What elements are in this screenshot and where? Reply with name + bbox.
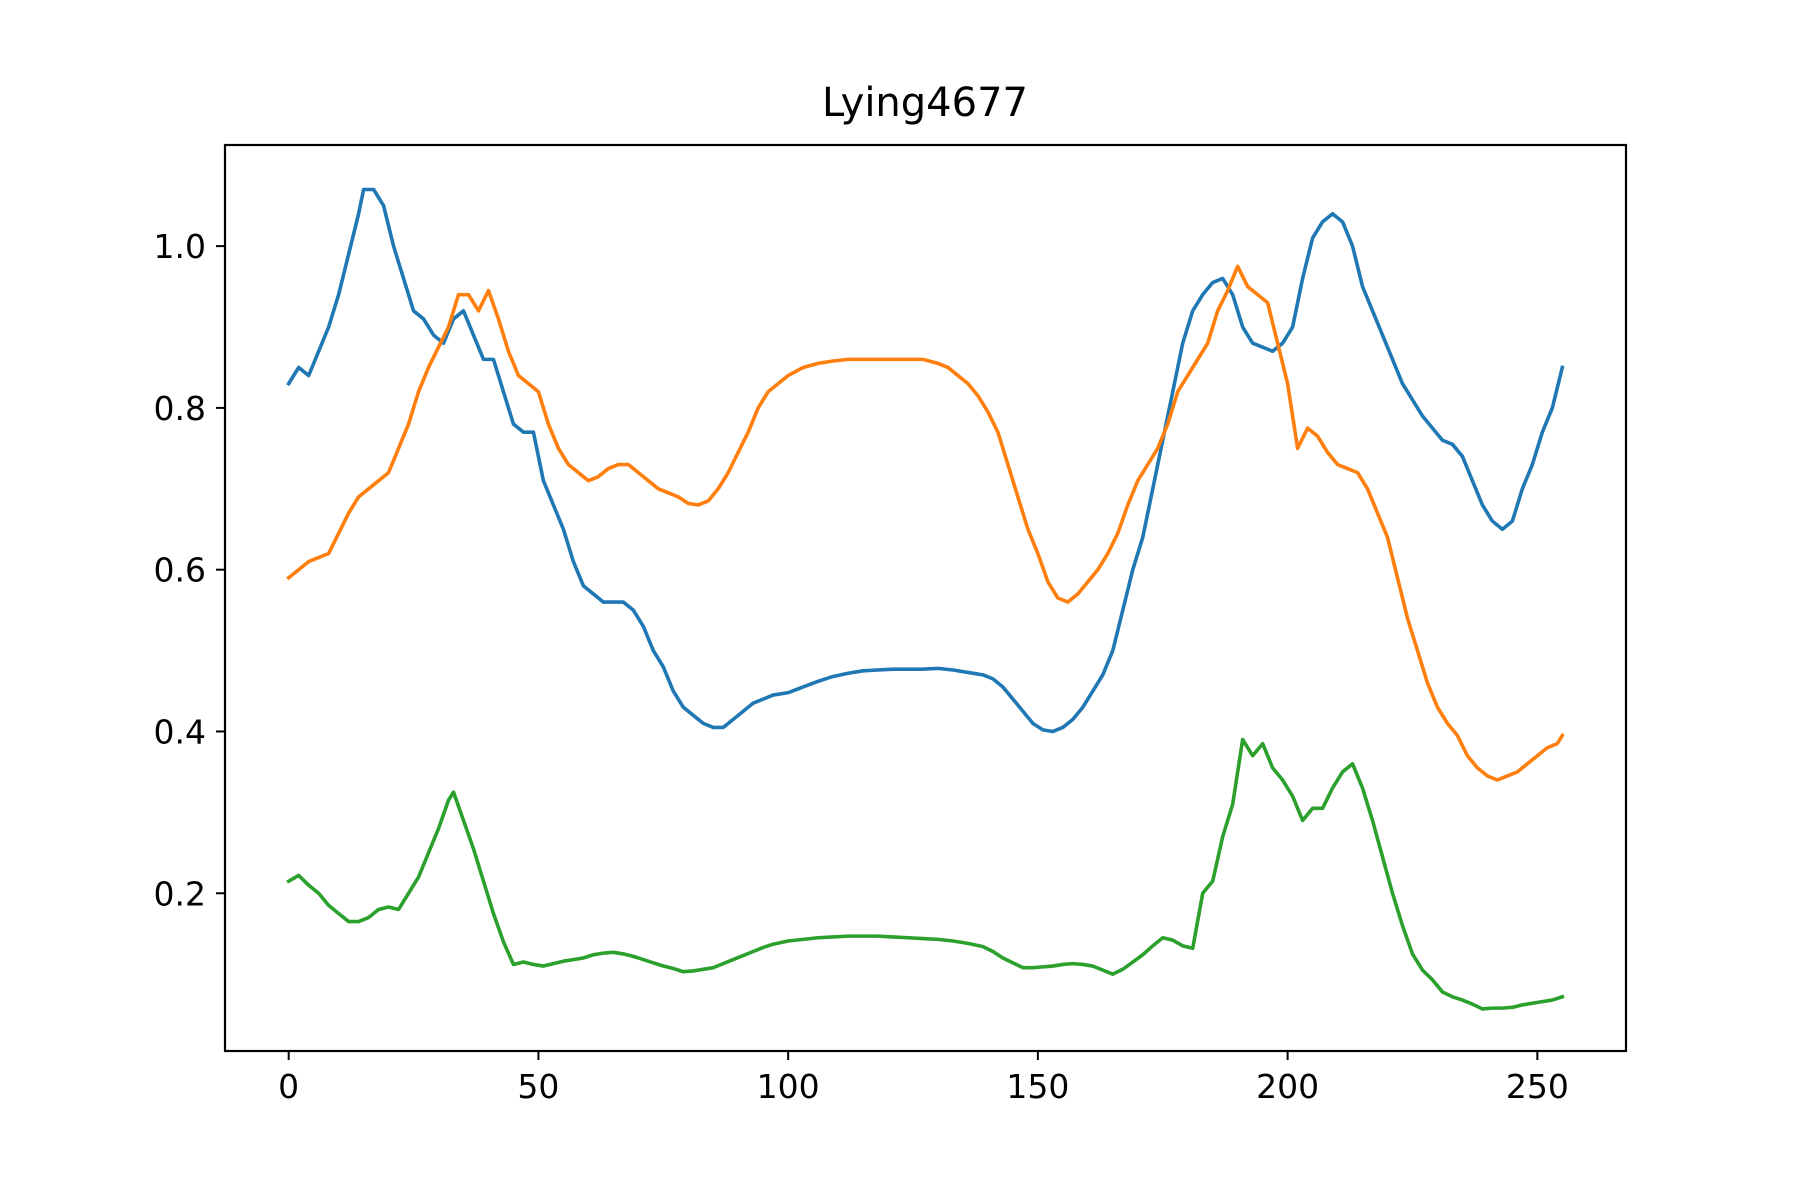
x-tick-label: 150 — [1006, 1067, 1069, 1106]
y-tick-label: 0.6 — [154, 551, 206, 590]
x-tick-label: 250 — [1506, 1067, 1569, 1106]
x-tick-label: 0 — [278, 1067, 299, 1106]
y-tick-label: 0.2 — [154, 874, 206, 913]
y-tick-label: 0.8 — [154, 389, 206, 428]
plot-area-frame — [223, 143, 1628, 1053]
y-tick-label: 0.4 — [154, 712, 206, 751]
x-tick-label: 200 — [1256, 1067, 1319, 1106]
x-tick-label: 100 — [757, 1067, 820, 1106]
x-tick-label: 50 — [517, 1067, 559, 1106]
series-layer — [286, 187, 1565, 1011]
chart-title: Lying4677 — [822, 80, 1028, 126]
x-axis: 0 50 100 150 200 250 — [278, 1051, 1569, 1106]
y-axis: 0.2 0.4 0.6 0.8 1.0 — [154, 227, 225, 913]
series-line-2 — [286, 264, 1565, 782]
series-line-3 — [286, 737, 1565, 1011]
y-tick-label: 1.0 — [154, 227, 206, 266]
series-line-1 — [286, 187, 1565, 734]
